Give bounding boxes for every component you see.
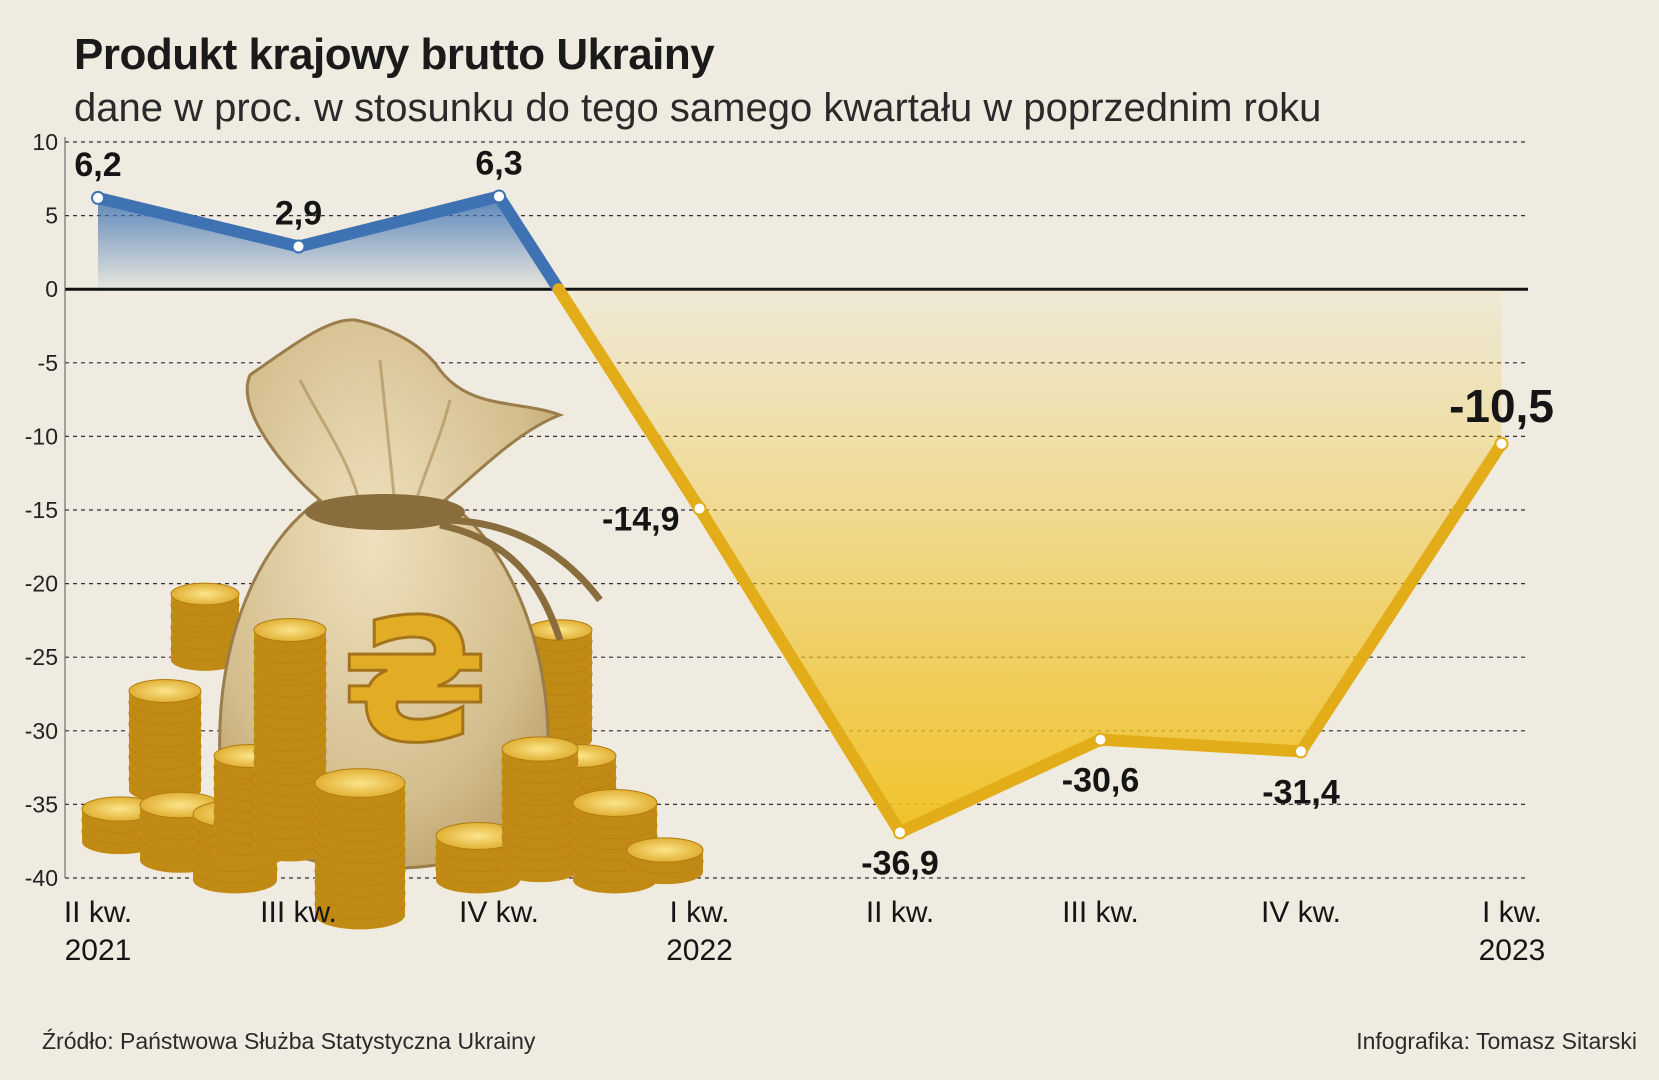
y-tick-label: -25 — [25, 644, 58, 670]
coin-stack — [170, 582, 240, 671]
coin-stack — [81, 796, 159, 855]
chart-title: Produkt krajowy brutto Ukrainy — [74, 30, 715, 79]
data-label: 6,2 — [74, 146, 121, 184]
hryvnia-sign-icon: ₴ — [342, 583, 488, 781]
data-point — [291, 239, 306, 254]
y-tick-label: 5 — [45, 203, 58, 229]
coin-face — [626, 837, 704, 863]
coin-face — [501, 736, 579, 762]
data-label: 6,3 — [475, 144, 522, 182]
data-label: -31,4 — [1262, 773, 1340, 811]
money-bag-illustration: ₴ — [81, 318, 704, 930]
data-label: -30,6 — [1062, 762, 1140, 800]
y-tick-label: -15 — [25, 497, 58, 523]
y-tick-label: -20 — [25, 571, 58, 597]
coin-front-stacks-icon — [81, 617, 704, 930]
data-point — [1494, 436, 1509, 451]
data-point — [492, 189, 506, 204]
data-label: -14,9 — [602, 501, 680, 539]
data-label: 2,9 — [275, 195, 322, 233]
coin-stack — [501, 736, 579, 883]
infographic-credit: Infografika: Tomasz Sitarski — [1356, 1028, 1637, 1054]
coin-stack — [626, 837, 704, 885]
series-lines — [92, 190, 1508, 839]
chart-subtitle: dane w proc. w stosunku do tego samego k… — [74, 86, 1322, 130]
y-tick-label: -40 — [25, 865, 58, 891]
x-axis: II kw. 2021 III kw. IV kw. I kw. 2022 II kw. II… — [64, 896, 1546, 967]
y-tick-label: -35 — [25, 791, 58, 817]
coin-stack — [128, 678, 202, 802]
x-tick-label: IV kw. — [1261, 896, 1341, 929]
coin-stack — [314, 768, 406, 930]
data-point — [692, 501, 707, 516]
y-tick-label: -10 — [25, 423, 58, 449]
coin-face — [170, 582, 240, 606]
data-points — [91, 189, 1509, 840]
data-point — [1093, 732, 1108, 747]
negative-area — [558, 289, 1502, 833]
coin-face — [128, 678, 202, 704]
y-tick-label: -30 — [25, 718, 58, 744]
data-point — [91, 190, 105, 205]
x-tick-year: 2021 — [65, 934, 132, 967]
y-axis: 10 5 0 -5 -10 -15 -20 -25 -30 -35 -40 — [25, 129, 66, 891]
x-tick-label: II kw. — [866, 896, 934, 929]
x-tick-label: III kw. — [260, 896, 337, 929]
series-line-negative — [552, 283, 1508, 839]
y-tick-label: 10 — [32, 129, 58, 155]
x-tick-label: III kw. — [1062, 896, 1139, 929]
coin-face — [314, 768, 406, 798]
coin-face — [253, 617, 327, 643]
series-line-positive — [92, 190, 565, 296]
x-tick-label: I kw. — [1482, 896, 1542, 929]
coin-face — [572, 789, 658, 817]
coin-stack — [253, 617, 327, 862]
coin-stack — [435, 822, 521, 894]
x-tick-year: 2023 — [1479, 934, 1546, 967]
data-labels: 6,2 2,9 6,3 -14,9 -36,9 -30,6 -31,4 -10,5 — [74, 144, 1554, 882]
x-tick-label: II kw. — [64, 896, 132, 929]
data-point — [893, 825, 907, 840]
source-note: Źródło: Państwowa Służba Statystyczna Uk… — [42, 1028, 536, 1054]
data-label: -36,9 — [861, 844, 939, 882]
data-label: -10,5 — [1449, 380, 1554, 432]
x-tick-label: I kw. — [669, 896, 729, 929]
data-point — [1294, 744, 1308, 759]
x-tick-year: 2022 — [666, 934, 733, 967]
y-tick-label: 0 — [45, 276, 58, 302]
x-tick-label: IV kw. — [459, 896, 539, 929]
y-tick-label: -5 — [38, 350, 58, 376]
